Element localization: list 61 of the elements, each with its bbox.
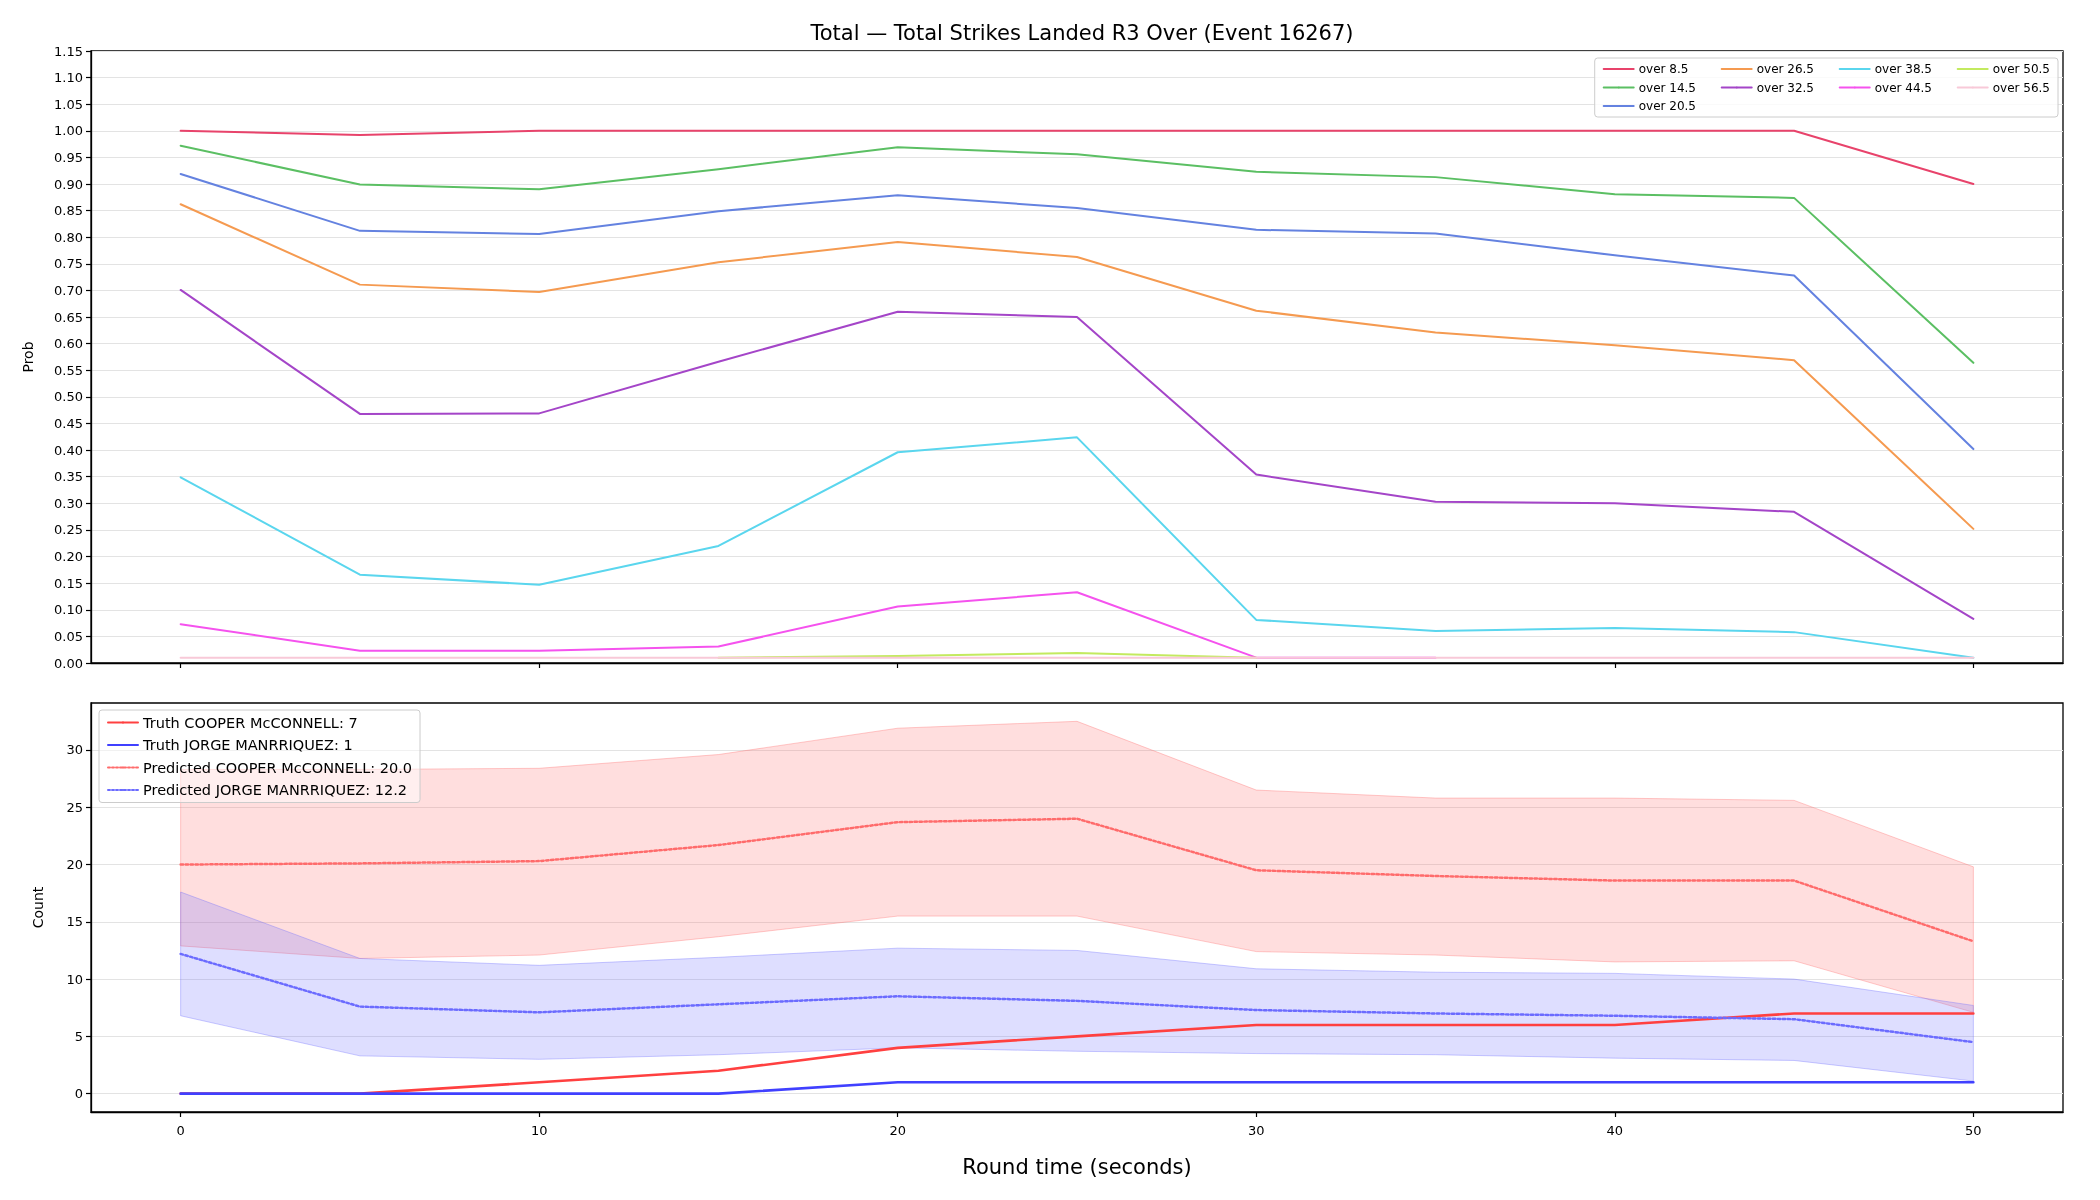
y-tick-label: 0.05 [54, 628, 83, 644]
y-tick-label: 0.10 [54, 602, 83, 618]
line-series [179, 144, 1975, 364]
y-tick-label: 0.15 [54, 575, 83, 591]
y-tick-label: 0.55 [54, 362, 83, 378]
x-tick-label: 50 [1965, 1123, 1982, 1138]
y-tick-label: 0.25 [54, 522, 83, 538]
line-series [179, 203, 1975, 530]
line-series [179, 172, 1975, 451]
y-tick-label: 30 [66, 742, 83, 758]
y-tick-label: 10 [66, 971, 83, 987]
y-tick-label: 0.00 [54, 655, 83, 671]
y-tick-label: 20 [66, 857, 83, 873]
y-tick-label: 0.35 [54, 469, 83, 485]
legend-label: over 32.5 [1756, 80, 1814, 95]
y-tick-label: 25 [66, 799, 83, 815]
y-tick-label: 0.80 [54, 229, 83, 245]
y-tick-label: 0.70 [54, 282, 83, 298]
legend-label: Truth JORGE MANRRIQUEZ: 1 [142, 737, 353, 753]
x-tick-label: 20 [889, 1123, 906, 1138]
y-tick-label: 0.20 [54, 549, 83, 565]
y-tick-label: 0.75 [54, 256, 83, 272]
line-series [179, 436, 1975, 659]
legend-label: over 38.5 [1874, 62, 1932, 76]
y-tick-label: 1.10 [54, 70, 83, 86]
y-tick-label: 1.00 [54, 123, 83, 139]
legend-label: over 26.5 [1756, 62, 1814, 76]
y-tick-label: 0.85 [54, 203, 83, 219]
x-tick-label: 10 [530, 1123, 548, 1138]
legend-label: Predicted COOPER McCONNELL: 20.0 [143, 759, 413, 776]
line-series [179, 288, 1975, 620]
x-tick-label: 0 [176, 1123, 185, 1138]
legend-label: over 56.5 [1992, 80, 2050, 95]
legend-label: over 8.5 [1638, 62, 1689, 76]
y-tick-label: 0.65 [54, 309, 83, 325]
x-tick-label: 40 [1606, 1123, 1624, 1138]
legend-label: over 50.5 [1992, 62, 2050, 76]
y-tick-label: 15 [66, 914, 83, 930]
y-tick-label: 0.60 [54, 336, 83, 352]
x-axis-title: Round time (seconds) [962, 1154, 1192, 1179]
legend-label: over 44.5 [1874, 80, 1932, 95]
x-tick-label: 30 [1248, 1123, 1265, 1138]
legend-label: over 20.5 [1638, 99, 1696, 113]
legend-label: Predicted JORGE MANRRIQUEZ: 12.2 [143, 782, 408, 798]
y-tick-label: 0.90 [54, 176, 83, 192]
line-series [179, 817, 1975, 943]
y-tick-label: 0.40 [54, 442, 83, 458]
legend-label: Truth COOPER McCONNELL: 7 [142, 714, 358, 731]
y-tick-label: 0.30 [54, 495, 83, 511]
y-axis-title: Count [30, 886, 46, 929]
y-tick-label: 0.95 [54, 149, 83, 165]
y-axis-title: Prob [20, 341, 36, 373]
legend-label: over 14.5 [1638, 80, 1696, 95]
y-tick-label: 1.15 [54, 43, 83, 59]
y-tick-label: 1.05 [54, 96, 83, 112]
line-series [179, 952, 1975, 1044]
y-tick-label: 0.50 [54, 389, 83, 405]
y-tick-label: 0.45 [54, 416, 83, 432]
y-tick-label: 0 [74, 1086, 83, 1102]
chart-title: Total — Total Strikes Landed R3 Over (Event 16267) [809, 20, 1354, 45]
y-tick-label: 5 [74, 1028, 83, 1044]
